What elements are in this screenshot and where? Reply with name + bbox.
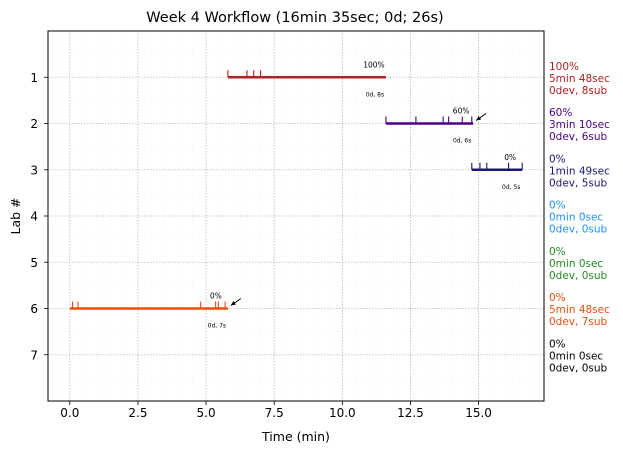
lab-1-side-dev: 0dev, 8sub xyxy=(549,85,608,97)
lab-2-arrowhead-icon xyxy=(476,116,482,121)
lab-5-side-time: 0min 0sec xyxy=(549,258,603,270)
grid xyxy=(48,31,544,401)
lab-2-side-percent: 60% xyxy=(549,107,572,119)
x-tick-label: 10.0 xyxy=(329,406,356,420)
y-tick-label: 2 xyxy=(30,117,38,131)
y-tick-label: 1 xyxy=(30,71,38,85)
x-tick-label: 2.5 xyxy=(128,406,147,420)
lab-5-side-dev: 0dev, 0sub xyxy=(549,270,608,282)
lab-1-percent-label: 100% xyxy=(363,60,384,69)
lab-4-side-dev: 0dev, 0sub xyxy=(549,224,608,236)
lab-4-side-time: 0min 0sec xyxy=(549,212,603,224)
lab-7-side-percent: 0% xyxy=(549,338,566,350)
lab-3-side-time: 1min 49sec xyxy=(549,165,610,177)
lab-5-side-percent: 0% xyxy=(549,246,566,258)
x-tick-label: 15.0 xyxy=(465,406,492,420)
lab-7-side-time: 0min 0sec xyxy=(549,350,603,362)
lab-6-side-percent: 0% xyxy=(549,292,566,304)
x-tick-label: 12.5 xyxy=(397,406,424,420)
lab-2-percent-label: 60% xyxy=(453,107,470,116)
lab-3-dev-label: 0d, 5s xyxy=(502,184,520,191)
chart-title: Week 4 Workflow (16min 35sec; 0d; 26s) xyxy=(146,10,443,26)
lab-6-percent-label: 0% xyxy=(210,292,222,301)
lab-6-dev-label: 0d, 7s xyxy=(208,323,226,330)
y-tick-label: 6 xyxy=(30,302,38,316)
lab-2-side-dev: 0dev, 6sub xyxy=(549,131,608,143)
lab-6-side-time: 5min 48sec xyxy=(549,304,610,316)
axes: 0.0 2.5 5.0 7.5 10.0 12.5 15.0 1 2 3 4 5 6 7 xyxy=(30,71,492,420)
y-tick-label: 3 xyxy=(30,163,38,177)
x-tick-label: 0.0 xyxy=(60,406,79,420)
lab-6-side-dev: 0dev, 7sub xyxy=(549,316,608,328)
x-tick-label: 7.5 xyxy=(265,406,284,420)
y-axis-label: Lab # xyxy=(8,197,23,234)
lab-2-dev-label: 0d, 6s xyxy=(453,138,471,145)
lab-1-side-percent: 100% xyxy=(549,61,579,73)
x-axis-label: Time (min) xyxy=(261,429,330,444)
y-tick-label: 5 xyxy=(30,256,38,270)
lab-2-side-time: 3min 10sec xyxy=(549,119,610,131)
x-tick-label: 5.0 xyxy=(197,406,216,420)
y-tick-label: 4 xyxy=(30,210,38,224)
lab-6-arrowhead-icon xyxy=(230,301,236,306)
lab-3-side-percent: 0% xyxy=(549,153,566,165)
y-tick-label: 7 xyxy=(30,348,38,362)
lab-7-side-dev: 0dev, 0sub xyxy=(549,362,608,374)
lab-1-side-time: 5min 48sec xyxy=(549,73,610,85)
lab-4-side-percent: 0% xyxy=(549,200,566,212)
series-layer: 100% 0d, 8s 60% 0d, 6s 0% 0d, 5s 0% 0d, 7s xyxy=(69,60,523,330)
lab-3-side-dev: 0dev, 5sub xyxy=(549,177,608,189)
plot-frame xyxy=(47,30,545,402)
lab-1-dev-label: 0d, 8s xyxy=(366,91,384,98)
lab-3-percent-label: 0% xyxy=(504,153,516,162)
